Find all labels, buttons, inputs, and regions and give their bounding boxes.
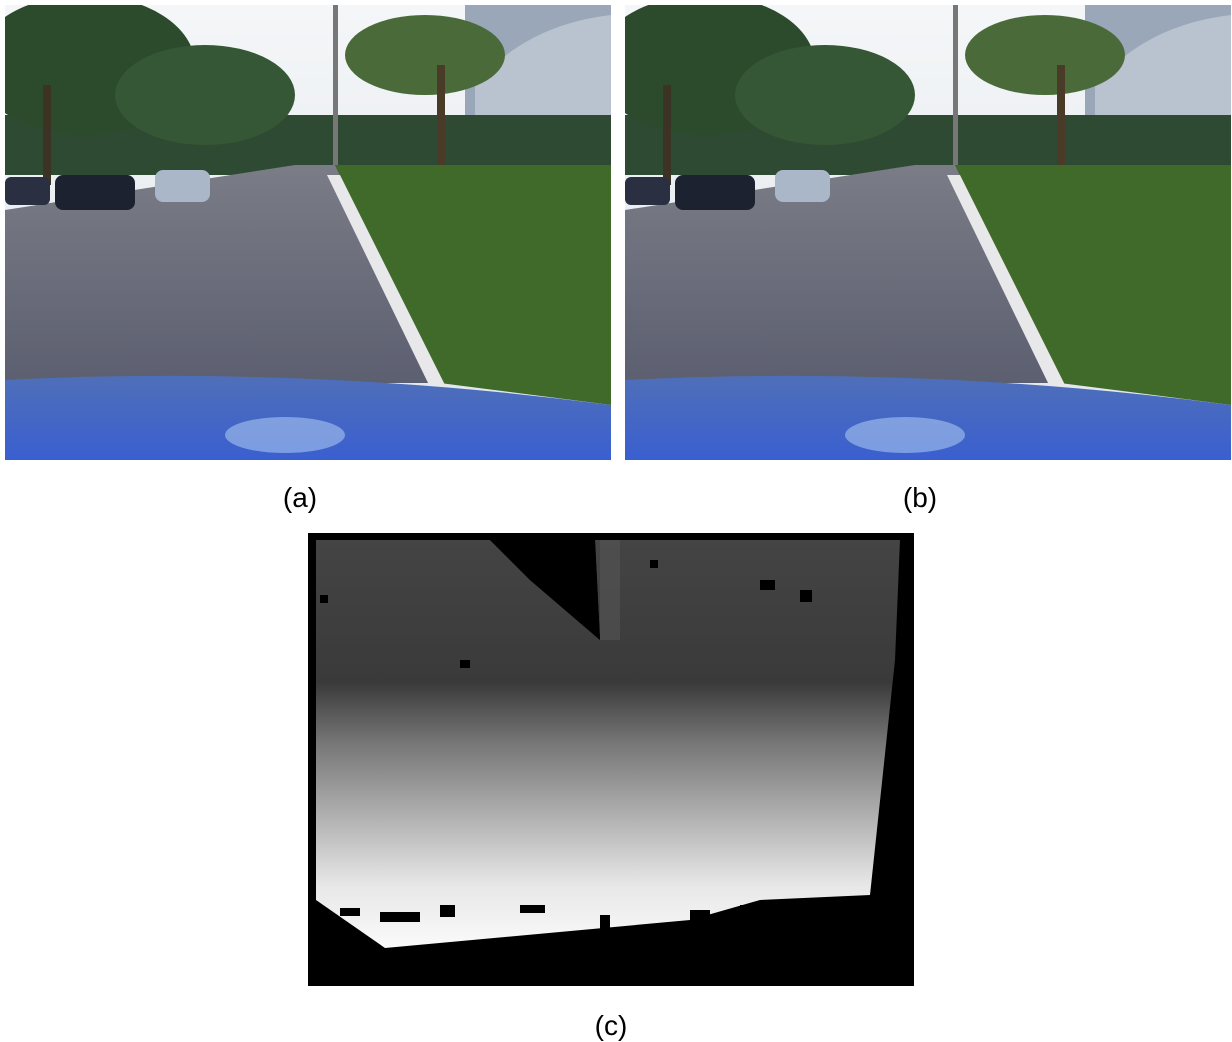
page: (a) (b) (c) (() => { const data = JSON.p…: [0, 0, 1232, 1041]
disparity-map: [308, 533, 914, 986]
caption-a: (a): [283, 482, 317, 514]
left-image: [0, 0, 611, 460]
caption-b: (b): [903, 482, 937, 514]
caption-c: (c): [595, 1010, 628, 1042]
figure: [0, 0, 1232, 1041]
right-image: [595, 0, 1231, 460]
